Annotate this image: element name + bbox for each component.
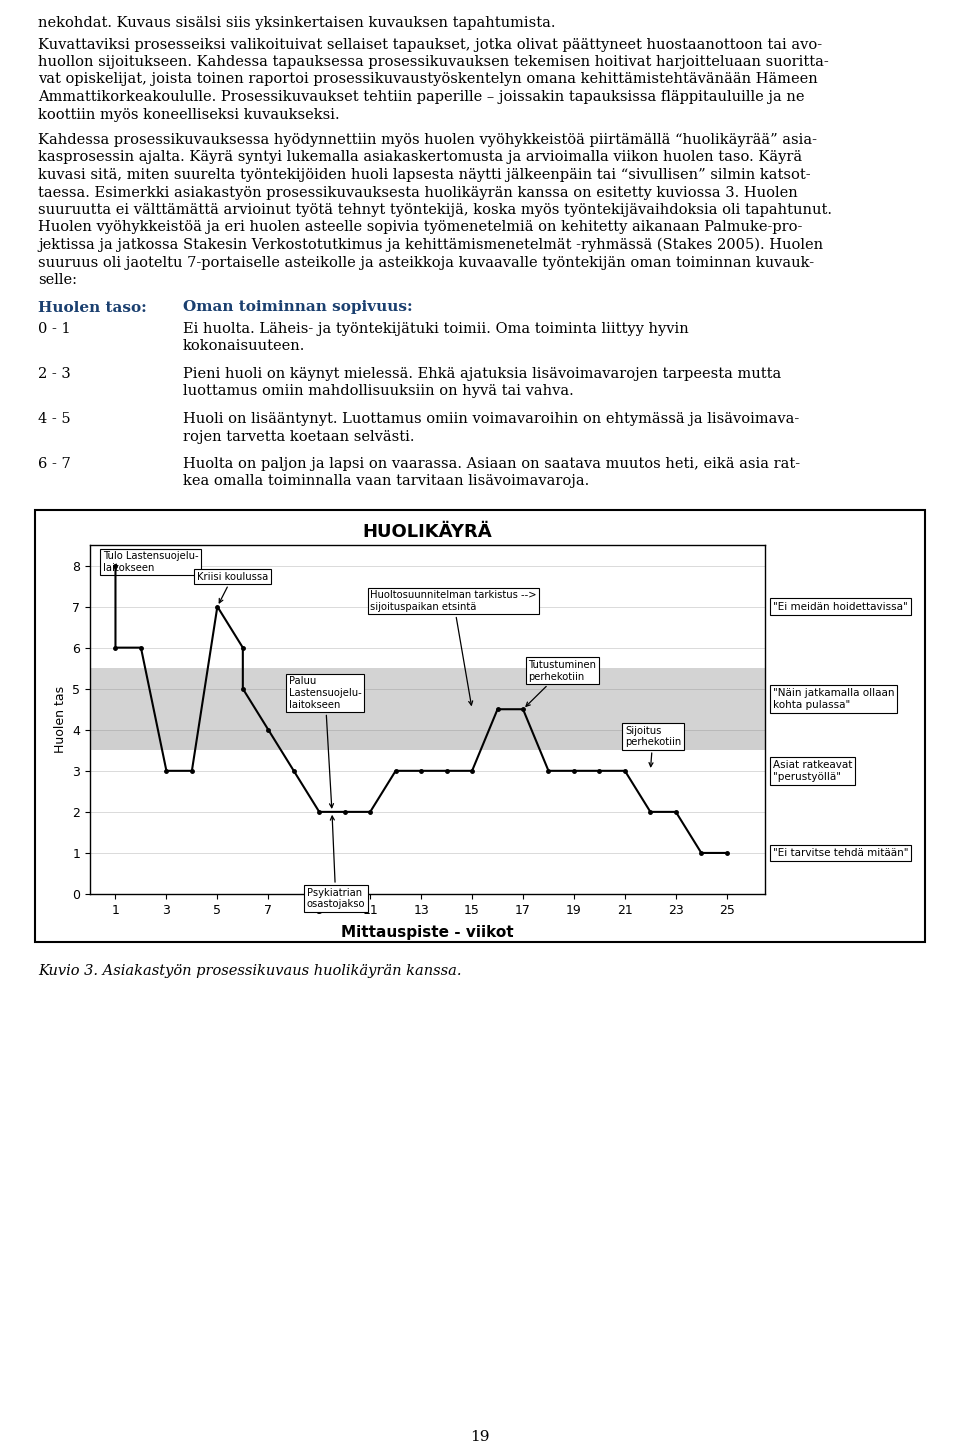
Text: koottiin myös koneelliseksi kuvaukseksi.: koottiin myös koneelliseksi kuvaukseksi. xyxy=(38,107,340,122)
Text: Oman toiminnan sopivuus:: Oman toiminnan sopivuus: xyxy=(183,301,413,314)
Text: Kuvio 3. Asiakastyön prosessikuvaus huolikäyrän kanssa.: Kuvio 3. Asiakastyön prosessikuvaus huol… xyxy=(38,964,462,978)
Title: HUOLIKÄYRÄ: HUOLIKÄYRÄ xyxy=(363,522,492,541)
Text: suuruutta ei välttämättä arvioinut työtä tehnyt työntekijä, koska myös työntekij: suuruutta ei välttämättä arvioinut työtä… xyxy=(38,203,832,217)
Text: Tutustuminen
perhekotiin: Tutustuminen perhekotiin xyxy=(526,660,596,706)
Text: 0 - 1: 0 - 1 xyxy=(38,323,71,336)
Text: Kahdessa prosessikuvauksessa hyödynnettiin myös huolen vyöhykkeistöä piirtämällä: Kahdessa prosessikuvauksessa hyödynnetti… xyxy=(38,133,817,148)
Bar xyxy=(90,729,765,751)
Text: jektissa ja jatkossa Stakesin Verkostotutkimus ja kehittämismenetelmät -ryhmässä: jektissa ja jatkossa Stakesin Verkostotu… xyxy=(38,237,823,252)
Text: Huolta on paljon ja lapsi on vaarassa. Asiaan on saatava muutos heti, eikä asia : Huolta on paljon ja lapsi on vaarassa. A… xyxy=(183,457,800,472)
Text: Asiat ratkeavat
"perustyöllä": Asiat ratkeavat "perustyöllä" xyxy=(773,760,852,781)
Text: 4 - 5: 4 - 5 xyxy=(38,412,71,425)
Text: kasprosessin ajalta. Käyrä syntyi lukemalla asiakaskertomusta ja arvioimalla vii: kasprosessin ajalta. Käyrä syntyi lukema… xyxy=(38,150,803,165)
Text: Huolen vyöhykkeistöä ja eri huolen asteelle sopivia työmenetelmiä on kehitetty a: Huolen vyöhykkeistöä ja eri huolen astee… xyxy=(38,220,803,234)
Text: Paluu
Lastensuojelu-
laitokseen: Paluu Lastensuojelu- laitokseen xyxy=(289,676,361,807)
Text: Ammattikorkeakoululle. Prosessikuvaukset tehtiin paperille – joissakin tapauksis: Ammattikorkeakoululle. Prosessikuvaukset… xyxy=(38,90,804,104)
Text: "Näin jatkamalla ollaan
kohta pulassa": "Näin jatkamalla ollaan kohta pulassa" xyxy=(773,689,894,710)
Text: "Ei tarvitse tehdä mitään": "Ei tarvitse tehdä mitään" xyxy=(773,848,908,858)
Text: Sijoitus
perhekotiin: Sijoitus perhekotiin xyxy=(625,725,682,767)
Text: luottamus omiin mahdollisuuksiin on hyvä tai vahva.: luottamus omiin mahdollisuuksiin on hyvä… xyxy=(183,385,574,398)
Text: "Ei meidän hoidettavissa": "Ei meidän hoidettavissa" xyxy=(773,602,907,612)
Text: vat opiskelijat, joista toinen raportoi prosessikuvaustyöskentelyn omana kehittä: vat opiskelijat, joista toinen raportoi … xyxy=(38,72,818,87)
Text: Huoli on lisääntynyt. Luottamus omiin voimavaroihin on ehtymässä ja lisävoimava-: Huoli on lisääntynyt. Luottamus omiin vo… xyxy=(183,412,800,425)
Text: suuruus oli jaoteltu 7-portaiselle asteikolle ja asteikkoja kuvaavalle työntekij: suuruus oli jaoteltu 7-portaiselle astei… xyxy=(38,256,814,269)
X-axis label: Mittauspiste - viikot: Mittauspiste - viikot xyxy=(341,925,514,941)
Text: Pieni huoli on käynyt mielessä. Ehkä ajatuksia lisävoimavarojen tarpeesta mutta: Pieni huoli on käynyt mielessä. Ehkä aja… xyxy=(183,368,781,381)
Text: 19: 19 xyxy=(470,1430,490,1444)
Text: huollon sijoitukseen. Kahdessa tapauksessa prosessikuvauksen tekemisen hoitivat : huollon sijoitukseen. Kahdessa tapaukses… xyxy=(38,55,828,69)
Text: selle:: selle: xyxy=(38,273,77,287)
Text: kea omalla toiminnalla vaan tarvitaan lisävoimavaroja.: kea omalla toiminnalla vaan tarvitaan li… xyxy=(183,475,589,489)
Bar xyxy=(90,669,765,729)
Text: nekohdat. Kuvaus sisälsi siis yksinkertaisen kuvauksen tapahtumista.: nekohdat. Kuvaus sisälsi siis yksinkerta… xyxy=(38,16,556,30)
Text: Ei huolta. Läheis- ja työntekijätuki toimii. Oma toiminta liittyy hyvin: Ei huolta. Läheis- ja työntekijätuki toi… xyxy=(183,323,688,336)
Text: 6 - 7: 6 - 7 xyxy=(38,457,71,472)
Y-axis label: Huolen tas: Huolen tas xyxy=(54,686,67,752)
Text: Psykiatrian
osastojakso: Psykiatrian osastojakso xyxy=(306,816,365,910)
Text: Huoltosuunnitelman tarkistus -->
sijoituspaikan etsintä: Huoltosuunnitelman tarkistus --> sijoitu… xyxy=(371,590,537,705)
Text: kokonaisuuteen.: kokonaisuuteen. xyxy=(183,340,305,353)
Text: taessa. Esimerkki asiakastyön prosessikuvauksesta huolikäyrän kanssa on esitetty: taessa. Esimerkki asiakastyön prosessiku… xyxy=(38,185,798,200)
Text: rojen tarvetta koetaan selvästi.: rojen tarvetta koetaan selvästi. xyxy=(183,430,415,443)
Text: kuvasi sitä, miten suurelta työntekijöiden huoli lapsesta näytti jälkeenpäin tai: kuvasi sitä, miten suurelta työntekijöid… xyxy=(38,168,810,182)
Text: Tulo Lastensuojelu-
laitokseen: Tulo Lastensuojelu- laitokseen xyxy=(103,551,199,573)
Text: Kuvattaviksi prosesseiksi valikoituivat sellaiset tapaukset, jotka olivat päätty: Kuvattaviksi prosesseiksi valikoituivat … xyxy=(38,38,822,52)
Text: 2 - 3: 2 - 3 xyxy=(38,368,71,381)
Text: Huolen taso:: Huolen taso: xyxy=(38,301,147,314)
Text: Kriisi koulussa: Kriisi koulussa xyxy=(197,572,268,603)
